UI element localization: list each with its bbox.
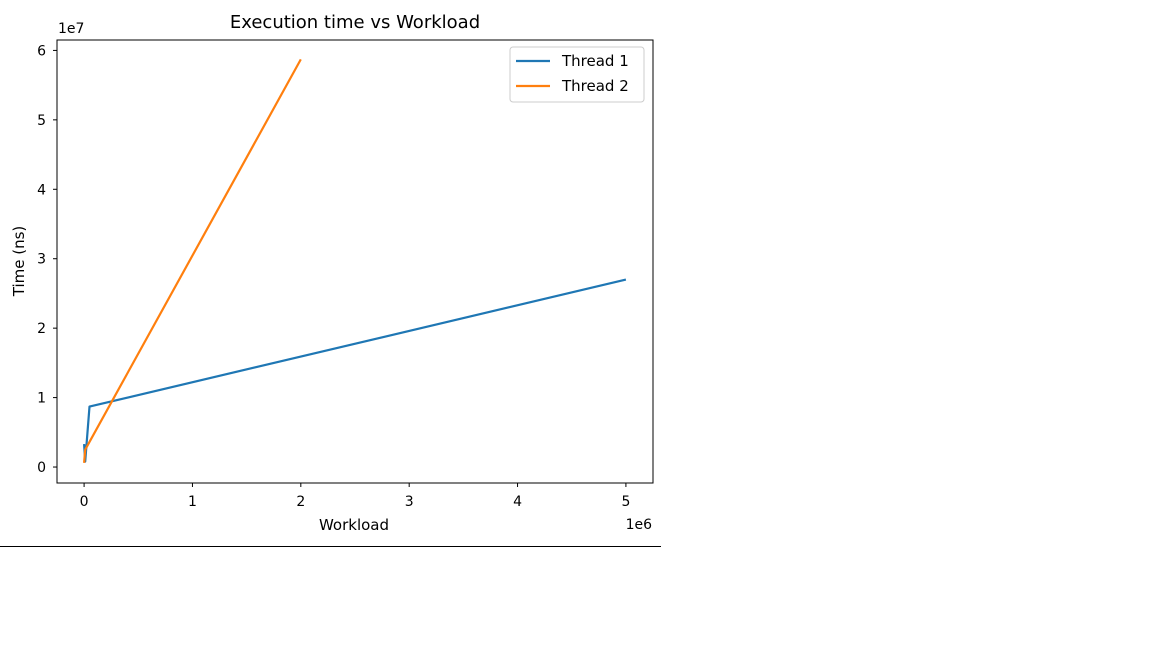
y-tick-label: 4: [37, 182, 46, 198]
y-tick-label: 2: [37, 321, 46, 337]
x-tick-label: 3: [405, 494, 414, 510]
legend-label: Thread 2: [561, 77, 629, 95]
x-tick-label: 4: [513, 494, 522, 510]
axis-ticks: 0 1 2 3 4 5 0 1 2 3 4 5 6: [37, 43, 630, 510]
x-tick-label: 5: [621, 494, 630, 510]
y-tick-label: 6: [37, 43, 46, 59]
chart-title: Execution time vs Workload: [230, 12, 480, 33]
y-tick-label: 3: [37, 252, 46, 268]
x-tick-label: 0: [80, 494, 89, 510]
plot-frame: [56, 39, 654, 484]
legend-label: Thread 1: [561, 52, 629, 70]
series-lines: [83, 58, 627, 463]
x-offset-label: 1e6: [626, 517, 653, 533]
series-line-thread-2: [83, 58, 302, 463]
y-tick-label: 5: [37, 113, 46, 129]
y-offset-label: 1e7: [58, 21, 84, 37]
legend: Thread 1 Thread 2: [509, 46, 645, 103]
y-axis-label: Time (ns): [10, 226, 28, 298]
series-line-thread-1: [83, 278, 627, 463]
x-axis-label: Workload: [319, 516, 389, 534]
y-tick-label: 0: [37, 460, 46, 476]
x-tick-label: 2: [296, 494, 305, 510]
y-tick-label: 1: [37, 391, 46, 407]
x-tick-label: 1: [188, 494, 197, 510]
